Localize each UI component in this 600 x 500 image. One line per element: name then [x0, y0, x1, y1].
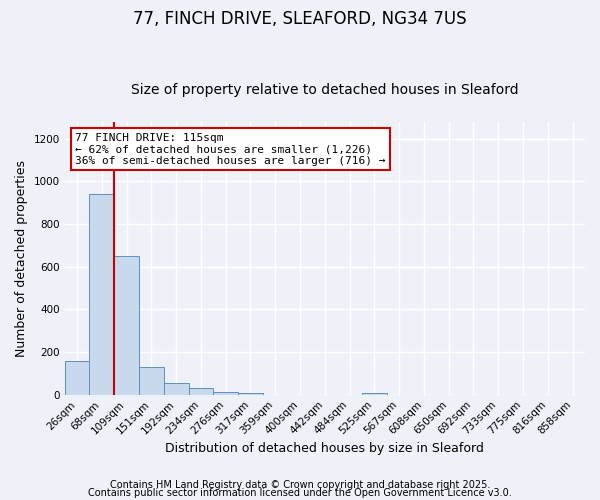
Bar	[188, 388, 214, 394]
Bar	[139, 367, 164, 394]
Bar	[214, 392, 238, 394]
Bar	[164, 383, 188, 394]
Bar	[238, 392, 263, 394]
Bar	[114, 256, 139, 394]
Text: 77, FINCH DRIVE, SLEAFORD, NG34 7US: 77, FINCH DRIVE, SLEAFORD, NG34 7US	[133, 10, 467, 28]
Bar	[89, 194, 114, 394]
Y-axis label: Number of detached properties: Number of detached properties	[15, 160, 28, 357]
Bar	[65, 360, 89, 394]
Text: Contains HM Land Registry data © Crown copyright and database right 2025.: Contains HM Land Registry data © Crown c…	[110, 480, 490, 490]
X-axis label: Distribution of detached houses by size in Sleaford: Distribution of detached houses by size …	[166, 442, 484, 455]
Title: Size of property relative to detached houses in Sleaford: Size of property relative to detached ho…	[131, 83, 518, 97]
Text: Contains public sector information licensed under the Open Government Licence v3: Contains public sector information licen…	[88, 488, 512, 498]
Text: 77 FINCH DRIVE: 115sqm
← 62% of detached houses are smaller (1,226)
36% of semi-: 77 FINCH DRIVE: 115sqm ← 62% of detached…	[75, 132, 386, 166]
Bar	[362, 392, 387, 394]
